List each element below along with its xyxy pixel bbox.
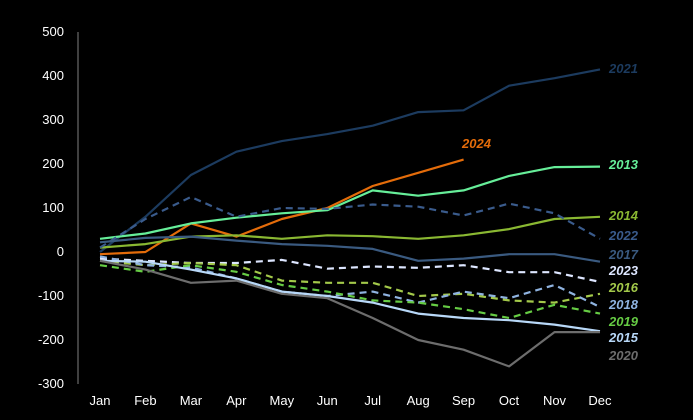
y-tick-label: 300 bbox=[42, 112, 64, 127]
x-tick-labels: Jan Feb Mar Apr May Jun Jul Aug Sep Oct Nov Dec bbox=[90, 393, 612, 408]
y-tick-label: -300 bbox=[38, 376, 64, 391]
y-tick-label: 400 bbox=[42, 68, 64, 83]
x-tick-label: Feb bbox=[134, 393, 156, 408]
x-tick-label: Sep bbox=[452, 393, 475, 408]
series-lines bbox=[99, 68, 601, 368]
series-label-2020: 2020 bbox=[608, 348, 639, 363]
series-line-2015 bbox=[99, 259, 601, 333]
y-tick-label: 100 bbox=[42, 200, 64, 215]
x-tick-label: Jul bbox=[364, 393, 381, 408]
series-line-2022 bbox=[99, 195, 601, 249]
series-line-2013 bbox=[99, 165, 601, 240]
series-line-2017 bbox=[99, 235, 601, 263]
series-line-2021 bbox=[99, 68, 601, 253]
series-label-2016: 2016 bbox=[608, 280, 639, 295]
x-tick-label: Nov bbox=[543, 393, 567, 408]
series-label-2013: 2013 bbox=[608, 157, 639, 172]
x-tick-label: Aug bbox=[407, 393, 430, 408]
series-label-2022: 2022 bbox=[608, 228, 639, 243]
y-tick-label: 500 bbox=[42, 24, 64, 39]
y-tick-label: -100 bbox=[38, 288, 64, 303]
series-label-2023: 2023 bbox=[608, 263, 639, 278]
series-label-2017: 2017 bbox=[608, 247, 639, 262]
y-tick-label: 200 bbox=[42, 156, 64, 171]
series-label-2021: 2021 bbox=[608, 61, 638, 76]
series-label-2015: 2015 bbox=[608, 330, 639, 345]
y-tick-label: -200 bbox=[38, 332, 64, 347]
x-tick-label: Mar bbox=[180, 393, 203, 408]
x-tick-label: Dec bbox=[588, 393, 612, 408]
series-label-2024: 2024 bbox=[461, 136, 492, 151]
series-line-2016 bbox=[99, 259, 601, 304]
x-tick-label: Oct bbox=[499, 393, 520, 408]
x-tick-label: Apr bbox=[226, 393, 247, 408]
series-label-2018: 2018 bbox=[608, 297, 639, 312]
series-line-2019 bbox=[99, 264, 601, 320]
series-line-2020 bbox=[99, 259, 600, 368]
y-tick-labels: 500 400 300 200 100 0 -100 -200 -300 bbox=[38, 24, 64, 391]
x-tick-label: Jun bbox=[317, 393, 338, 408]
x-tick-label: Jan bbox=[90, 393, 111, 408]
series-label-2014: 2014 bbox=[608, 208, 639, 223]
y-tick-label: 0 bbox=[57, 244, 64, 259]
x-tick-label: May bbox=[270, 393, 295, 408]
series-label-2019: 2019 bbox=[608, 314, 639, 329]
